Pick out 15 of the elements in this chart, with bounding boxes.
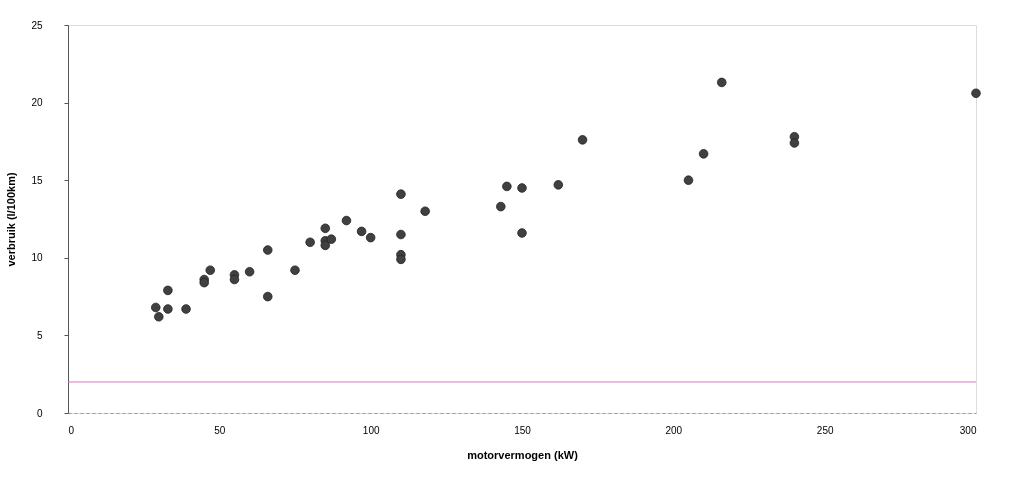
x-tick-label: 250 [816, 424, 834, 436]
y-tick-label: 20 [31, 97, 43, 109]
x-tick-label: 300 [959, 424, 977, 436]
x-tick-label: 0 [68, 424, 75, 436]
y-tick-label: 25 [31, 19, 43, 31]
x-tick-label: 200 [665, 424, 683, 436]
y-tick-label: 15 [31, 174, 43, 186]
y-axis-title: verbruik (l/100km) [5, 172, 18, 267]
x-tick-label: 150 [514, 424, 532, 436]
y-tick-label: 10 [31, 252, 43, 264]
y-tick-label: 0 [36, 407, 43, 419]
x-axis-title: motorvermogen (kW) [467, 448, 579, 461]
x-tick-label: 100 [362, 424, 380, 436]
y-tick-label: 5 [36, 329, 43, 341]
x-tick-label: 50 [214, 424, 226, 436]
